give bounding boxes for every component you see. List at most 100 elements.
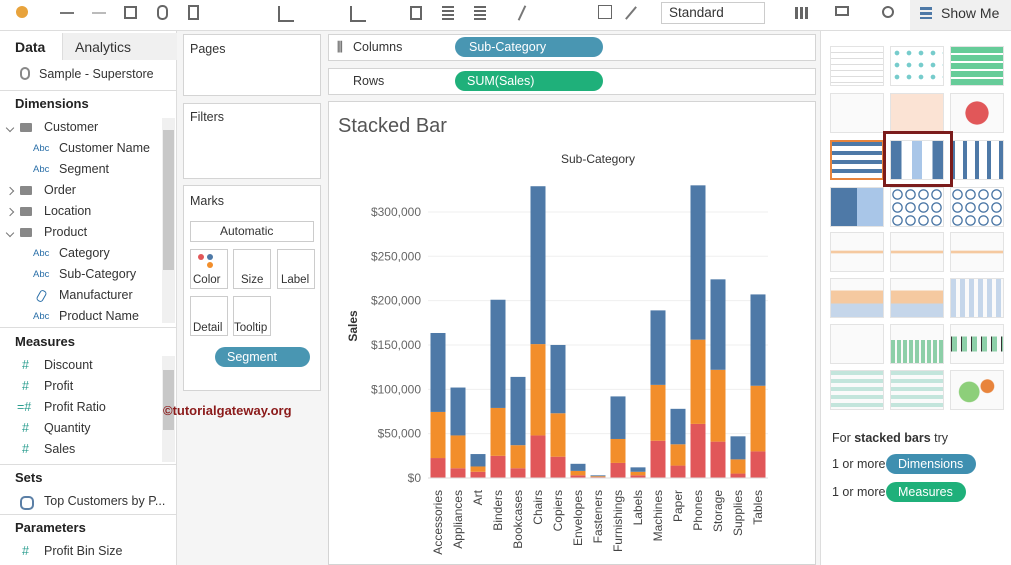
- bar-segment: [730, 436, 746, 460]
- chart: Sub-Category Sales $0 $50,000 $100,000 $150,0…: [346, 152, 768, 555]
- bar-segment: [730, 473, 746, 478]
- chart-thumbnail[interactable]: [950, 232, 1004, 272]
- measure-field[interactable]: Quantity: [44, 421, 91, 435]
- chart-thumbnail[interactable]: [890, 232, 944, 272]
- field-type-icon: Abc: [33, 143, 50, 154]
- sort-descending-button[interactable]: [474, 6, 486, 20]
- chart-thumbnail[interactable]: [950, 140, 1004, 180]
- chart-thumbnail[interactable]: [830, 370, 884, 410]
- chart-thumbnail[interactable]: [950, 370, 1004, 410]
- analytics-tab[interactable]: Analytics: [75, 39, 132, 55]
- show-me-label[interactable]: Show Me: [941, 5, 1000, 21]
- chart-thumbnail[interactable]: [890, 46, 944, 86]
- new-datasource-button[interactable]: [157, 5, 168, 20]
- parameter-item[interactable]: Profit Bin Size: [44, 544, 123, 558]
- dimension-folder[interactable]: Location: [44, 204, 92, 218]
- folder-icon: [20, 186, 32, 195]
- dimension-field[interactable]: Category: [59, 246, 110, 260]
- chart-thumbnail[interactable]: [890, 370, 944, 410]
- tooltip-button[interactable]: [233, 296, 271, 336]
- chart-thumbnail[interactable]: [950, 93, 1004, 133]
- chart-thumbnail[interactable]: [890, 324, 944, 364]
- dimension-folder[interactable]: Order: [44, 183, 76, 197]
- chart-thumbnail[interactable]: [950, 278, 1004, 318]
- view-size-dropdown[interactable]: Standard: [661, 2, 765, 24]
- marks-button-label: Tooltip: [234, 322, 268, 334]
- columns-pill[interactable]: Sub-Category: [455, 37, 603, 57]
- set-item[interactable]: Top Customers by P...: [44, 494, 166, 508]
- size-button[interactable]: [233, 249, 271, 289]
- x-tick-label: Machines: [651, 490, 665, 541]
- hint-chart-type: stacked bars: [854, 431, 931, 445]
- hint-text: try: [934, 431, 949, 445]
- bar-segment: [510, 445, 526, 469]
- dimension-folder[interactable]: Product: [44, 225, 88, 239]
- chart-thumbnail[interactable]: [830, 140, 884, 180]
- chart-thumbnail[interactable]: [890, 140, 944, 180]
- dimension-folder[interactable]: Customer: [44, 120, 99, 134]
- back-button[interactable]: [60, 12, 74, 14]
- pause-button[interactable]: [188, 5, 199, 20]
- bar-segment: [570, 463, 586, 471]
- field-type-icon: Abc: [33, 311, 50, 322]
- y-tick-label: $300,000: [371, 205, 421, 219]
- data-tab[interactable]: Data: [15, 39, 46, 55]
- bar-segment: [450, 435, 466, 469]
- bar-segment: [490, 407, 506, 456]
- measure-field[interactable]: Discount: [44, 358, 93, 372]
- dimension-field[interactable]: Customer Name: [59, 141, 150, 155]
- analytics-tab-bg[interactable]: [62, 33, 177, 60]
- new-sheet-button[interactable]: [278, 6, 294, 22]
- chart-thumbnail[interactable]: [950, 46, 1004, 86]
- chart-thumbnail[interactable]: [830, 187, 884, 227]
- field-type-icon: #: [22, 379, 29, 393]
- toolbar: [0, 0, 1011, 31]
- chart-thumbnail[interactable]: [890, 93, 944, 133]
- chart-thumbnail[interactable]: [830, 232, 884, 272]
- field-type-icon: #: [22, 442, 29, 456]
- measure-field[interactable]: Profit: [44, 379, 74, 393]
- label-button[interactable]: [277, 249, 315, 289]
- filters-card[interactable]: [183, 103, 321, 179]
- chart-thumbnail[interactable]: [890, 187, 944, 227]
- label-button[interactable]: [598, 5, 612, 19]
- dimension-field[interactable]: Sub-Category: [59, 267, 137, 281]
- chart-thumbnail[interactable]: [950, 324, 1004, 364]
- measure-field[interactable]: Profit Ratio: [44, 400, 106, 414]
- chart-thumbnail[interactable]: [890, 278, 944, 318]
- columns-label: Columns: [353, 40, 403, 54]
- chart-thumbnail[interactable]: [830, 46, 884, 86]
- x-tick-label: Envelopes: [571, 490, 585, 546]
- bar-segment: [550, 344, 566, 414]
- cards-button[interactable]: [795, 7, 809, 19]
- measure-field[interactable]: Sales: [44, 442, 76, 456]
- segment-pill[interactable]: Segment: [215, 347, 310, 367]
- detail-button[interactable]: [190, 296, 228, 336]
- sort-ascending-button[interactable]: [442, 6, 454, 20]
- clear-sheet-button[interactable]: [350, 6, 366, 22]
- dimension-field[interactable]: Segment: [59, 162, 110, 176]
- chart-thumbnail[interactable]: [950, 187, 1004, 227]
- bar-segment: [750, 294, 766, 386]
- scroll-thumb[interactable]: [163, 370, 174, 430]
- rows-pill[interactable]: SUM(Sales): [455, 71, 603, 91]
- scroll-thumb[interactable]: [163, 130, 174, 270]
- chart-thumbnail[interactable]: [830, 278, 884, 318]
- mark-type-dropdown[interactable]: Automatic: [190, 221, 314, 242]
- save-button[interactable]: [124, 6, 137, 19]
- y-tick-label: $50,000: [378, 427, 422, 441]
- presentation-button[interactable]: [835, 6, 849, 16]
- pages-card[interactable]: [183, 34, 321, 96]
- chart-thumbnail[interactable]: [830, 93, 884, 133]
- swap-button[interactable]: [410, 6, 422, 20]
- forward-button[interactable]: [92, 12, 106, 14]
- bar-segment: [530, 186, 546, 345]
- dimension-field[interactable]: Product Name: [59, 309, 139, 323]
- logo[interactable]: [16, 6, 28, 18]
- watermark: ©tutorialgateway.org: [163, 403, 292, 418]
- datasource-name[interactable]: Sample - Superstore: [39, 67, 154, 81]
- dimension-field[interactable]: Manufacturer: [59, 288, 133, 302]
- share-button[interactable]: [882, 6, 894, 18]
- chart-thumbnail[interactable]: [830, 324, 884, 364]
- marks-button-label: Label: [281, 274, 310, 286]
